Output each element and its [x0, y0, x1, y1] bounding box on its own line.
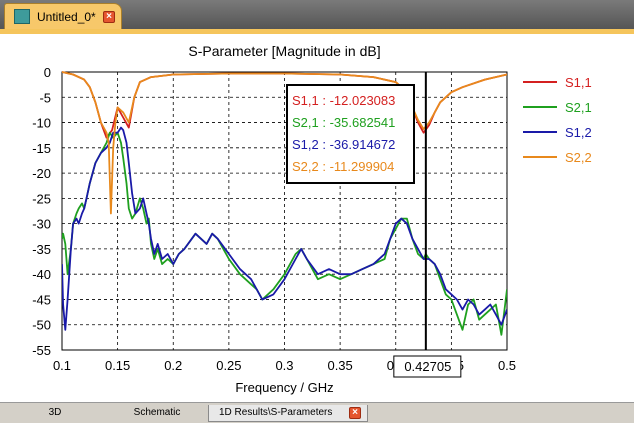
tab-schematic[interactable]: Schematic: [133, 407, 181, 418]
marker-x-label: 0.42705: [404, 359, 451, 374]
x-tick-label: 0.2: [164, 358, 182, 373]
marker-readout-box: [286, 84, 415, 184]
y-tick-label: -5: [39, 90, 51, 105]
document-tab[interactable]: Untitled_0* ×: [4, 3, 122, 29]
y-tick-label: -10: [32, 116, 51, 131]
x-tick-label: 0.15: [105, 358, 130, 373]
marker-readout-entry: S2,1 : -35.682541: [292, 115, 395, 130]
x-tick-label: 0.35: [327, 358, 352, 373]
s-parameter-chart: S-Parameter [Magnitude in dB] 0.1 0.15 0.2 0…: [32, 43, 592, 395]
legend-entry: S1,2: [565, 125, 592, 140]
y-tick-label: 0: [44, 65, 51, 80]
tab-3d[interactable]: 3D: [48, 407, 62, 418]
marker-x-box: [393, 355, 462, 378]
y-tick-label: -30: [32, 217, 51, 232]
close-tab-icon[interactable]: ×: [103, 11, 115, 23]
y-tick-label: -50: [32, 318, 51, 333]
marker-readout-entry: S1,2 : -36.914672: [292, 137, 395, 152]
x-tick-label: 0.25: [216, 358, 241, 373]
marker-readout-entry: S1,1 : -12.023083: [292, 93, 395, 108]
chart-title: S-Parameter [Magnitude in dB]: [188, 43, 380, 59]
y-tick-label: -25: [32, 191, 51, 206]
y-tick-label: -45: [32, 292, 51, 307]
x-tick-label: 0.1: [53, 358, 71, 373]
series-line-S1-2: [62, 126, 507, 331]
series-line-S2-2: [62, 71, 507, 215]
legend-entry: S2,2: [565, 150, 592, 165]
s-parameter-app-icon: [14, 9, 30, 24]
y-tick-label: -35: [32, 242, 51, 257]
x-axis-label: Frequency / GHz: [235, 380, 333, 395]
x-tick-label: 0.5: [498, 358, 516, 373]
y-tick-label: -20: [32, 166, 51, 181]
series-group: [62, 71, 507, 336]
legend-entry: S1,1: [565, 75, 592, 90]
y-tick-label: -40: [32, 267, 51, 282]
marker-readout-entry: S2,2 : -11.299904: [292, 159, 394, 174]
plot-window: S-Parameter [Magnitude in dB] 0.1 0.15 0.2 0…: [0, 29, 634, 402]
bottom-tab-bar: 3D Schematic 1D Results\S-Parameters ×: [0, 402, 634, 423]
y-tick-label: -15: [32, 141, 51, 156]
close-results-tab-icon[interactable]: ×: [349, 407, 361, 419]
x-tick-label: 0.3: [275, 358, 293, 373]
tab-title: Untitled_0*: [37, 10, 96, 24]
legend-entry: S2,1: [565, 100, 592, 115]
tab-1d-results[interactable]: 1D Results\S-Parameters ×: [208, 405, 368, 422]
y-tick-label: -55: [32, 343, 51, 358]
